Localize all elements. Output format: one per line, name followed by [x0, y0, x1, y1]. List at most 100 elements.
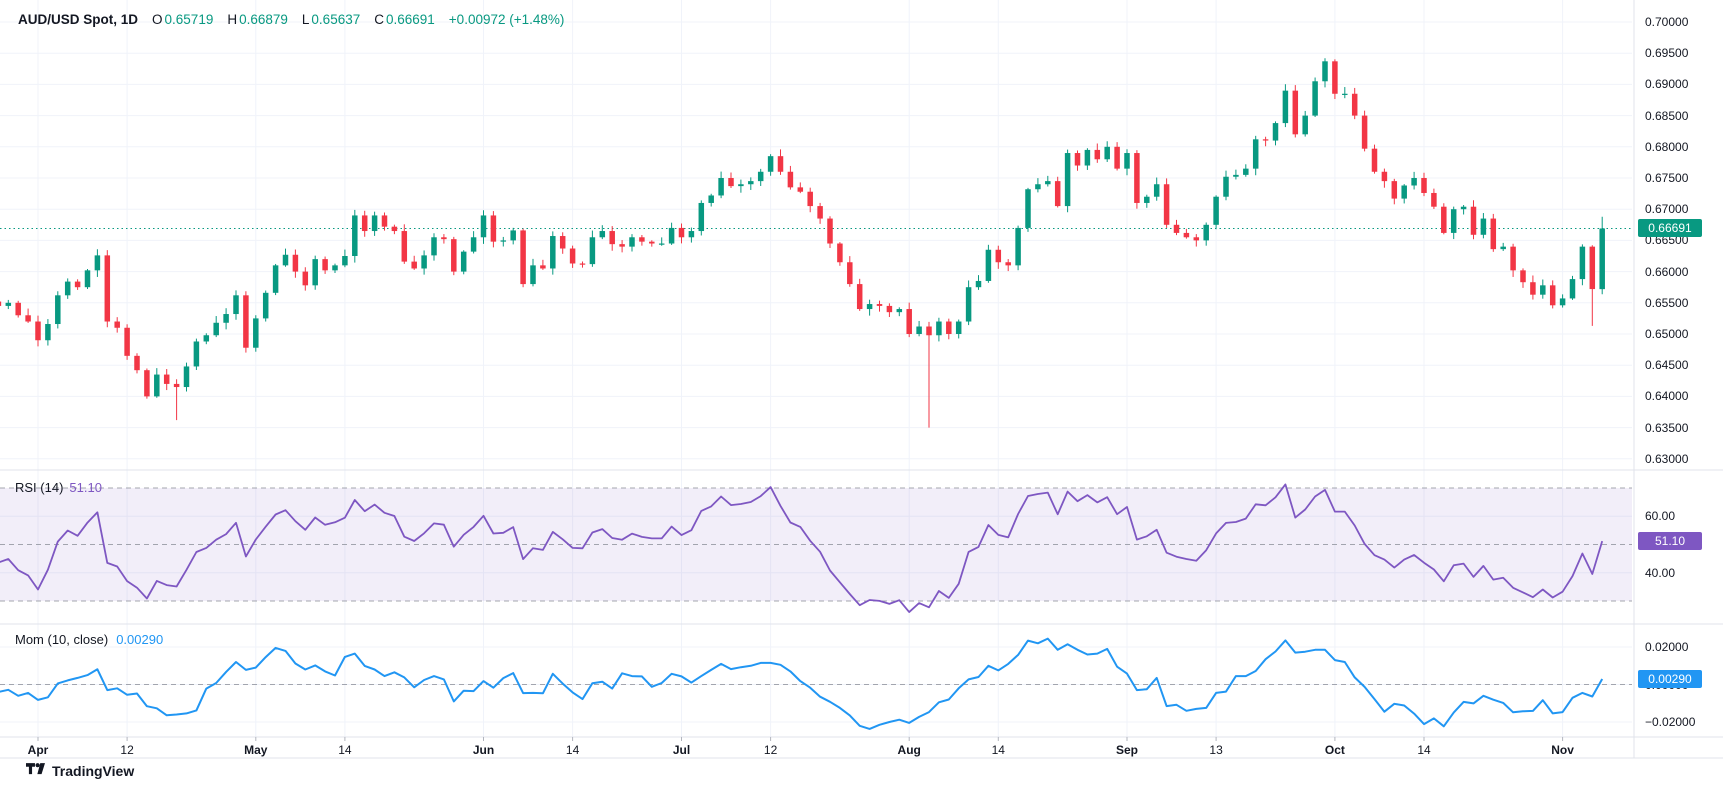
time-axis-label-sep: Sep: [1115, 743, 1139, 757]
candle-body: [896, 309, 903, 313]
candle-body: [1005, 262, 1011, 266]
candle-body: [411, 261, 417, 269]
candle-body: [163, 374, 170, 384]
candle-body: [955, 321, 962, 334]
candle-body: [708, 195, 714, 203]
candle-body: [391, 226, 398, 232]
candle-body: [15, 302, 21, 316]
candle-body: [1332, 61, 1338, 94]
candle-body: [797, 187, 804, 192]
candle-body: [787, 171, 794, 188]
time-axis-label-14: 14: [1417, 743, 1431, 757]
price-axis-label: 0.65000: [1645, 327, 1689, 341]
candle-body: [332, 265, 338, 271]
candle-body: [1015, 227, 1021, 266]
candle-body: [243, 295, 249, 348]
candle-body: [1530, 282, 1536, 295]
candle-body: [441, 237, 447, 240]
candle-body: [1401, 185, 1407, 199]
candle-body: [352, 215, 358, 256]
candle-body: [698, 202, 705, 232]
candle-body: [272, 265, 279, 293]
candle-body: [1589, 246, 1596, 290]
time-axis-label-12: 12: [763, 743, 778, 757]
candle-body: [629, 237, 635, 247]
candle-body: [1490, 218, 1497, 250]
price-axis-label: 0.69000: [1645, 77, 1689, 92]
candle-body: [203, 335, 210, 342]
candle-body: [837, 243, 843, 263]
candle-body: [827, 218, 833, 244]
tradingview-brand-text[interactable]: TradingView: [52, 763, 135, 779]
candle-body: [1173, 224, 1180, 233]
open-label: O: [152, 12, 163, 27]
time-axis-label-14: 14: [991, 743, 1005, 757]
candle-body: [718, 178, 724, 196]
candle-body: [1579, 246, 1586, 280]
candles-group[interactable]: [0, 58, 1605, 428]
candle-body: [1351, 93, 1358, 116]
candle-body: [1421, 178, 1427, 193]
price-axis-label: 0.67500: [1645, 171, 1689, 185]
mom-value-badge: 0.00290: [1638, 670, 1702, 689]
candle-body: [233, 295, 239, 315]
candle-body: [1124, 153, 1130, 169]
candle-body: [431, 237, 437, 256]
candle-body: [1144, 196, 1150, 203]
candle-body: [728, 178, 734, 187]
candle-body: [361, 215, 368, 232]
rsi-label[interactable]: RSI (14): [15, 480, 64, 495]
candle-body: [401, 231, 408, 262]
candle-body: [1243, 168, 1249, 175]
mom-pane-legend: Mom (10, close) 0.00290: [15, 632, 163, 647]
symbol-title[interactable]: AUD/USD Spot, 1D: [18, 12, 139, 27]
time-axis-label-14: 14: [338, 743, 352, 757]
candle-body: [114, 321, 120, 328]
low-value: 0.65637: [311, 12, 361, 27]
candle-body: [460, 251, 467, 272]
candle-body: [817, 206, 823, 219]
candle-body: [470, 237, 477, 252]
tradingview-logo-icon[interactable]: [26, 763, 45, 779]
time-axis-label-13: 13: [1209, 743, 1223, 757]
candle-body: [1282, 90, 1289, 124]
price-axis-label: 0.63000: [1645, 451, 1689, 466]
candle-body: [510, 230, 516, 241]
time-axis-label-12: 12: [120, 743, 134, 757]
candle-body: [1599, 228, 1605, 290]
candle-body: [1134, 153, 1140, 203]
candle-body: [1371, 148, 1378, 172]
candle-body: [312, 259, 318, 286]
change-value: +0.00972 (+1.48%): [448, 12, 565, 27]
candle-body: [342, 256, 348, 266]
price-axis-label: 0.64500: [1645, 358, 1689, 373]
candle-body: [490, 215, 497, 242]
price-axis-label: 0.70000: [1645, 15, 1689, 29]
mom-label[interactable]: Mom (10, close): [15, 632, 109, 647]
mom-line: [0, 637, 1604, 730]
candle-body: [282, 254, 289, 266]
candle-body: [985, 249, 992, 281]
price-axis-label: 0.63500: [1645, 420, 1689, 435]
candle-body: [451, 239, 457, 272]
candle-body: [1213, 196, 1219, 225]
rsi-axis-label: 40.00: [1645, 565, 1676, 580]
rsi-value: 51.10: [69, 480, 102, 495]
candle-body: [1064, 153, 1071, 207]
low-label: L: [301, 12, 310, 27]
candle-body: [213, 322, 219, 336]
candle-body: [1272, 123, 1279, 141]
candle-body: [193, 341, 200, 367]
close-label: C: [374, 12, 384, 27]
candle-body: [1520, 270, 1526, 283]
candle-body: [1510, 246, 1516, 271]
candle-body: [1460, 206, 1467, 210]
time-axis-label-apr: Apr: [27, 743, 49, 757]
candle-body: [965, 287, 972, 322]
candle-body: [1470, 206, 1477, 235]
rsi-axis-label: 60.00: [1645, 509, 1676, 524]
last-price-badge: 0.66691: [1638, 219, 1702, 238]
candle-body: [144, 370, 150, 397]
